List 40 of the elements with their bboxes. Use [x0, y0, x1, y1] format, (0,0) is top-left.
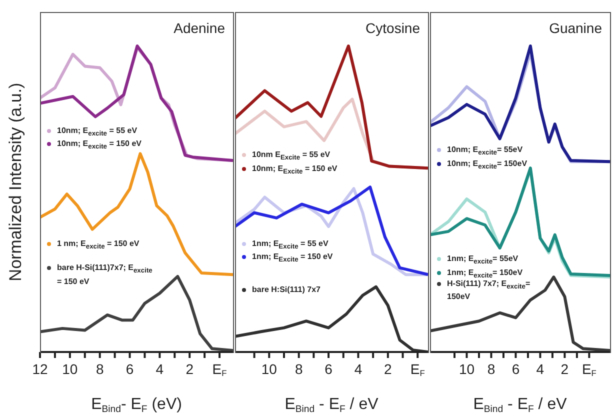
chart-title: Adenine	[174, 20, 225, 36]
x-tick-label: 6	[512, 361, 520, 377]
legend-label: 1nm; E$_{Excite}$ = 55 eV	[252, 238, 328, 250]
legend-label: 10nm; E$_{excite}$= 150eV	[447, 159, 528, 171]
chart-title: Cytosine	[366, 20, 420, 36]
legend-label: 1nm; E$_{excite}$= 55eV	[447, 254, 518, 266]
x-tick-label: 8	[294, 361, 303, 377]
x-tick-label: 2	[186, 361, 194, 377]
text: H-Si(111) 7x7; E$_{excite}$= 150eV	[447, 278, 530, 302]
legend-label: 10nm E$_{Excite}$ = 55 eV	[252, 150, 330, 162]
x-tick-label: 8	[487, 361, 496, 377]
x-tick-label: 2	[384, 361, 392, 377]
x-tick-label: 6	[324, 361, 333, 377]
x-tick-label: 10	[458, 361, 475, 377]
x-tick-label: 12	[32, 361, 48, 377]
x-axis-title: E$_{Bind}$ - E$_{F}$ / eV	[284, 396, 379, 415]
legend-label: 10nm; E$_{excite}$ = 55 eV	[57, 126, 138, 138]
x-tick-label: 4	[354, 361, 362, 377]
x-tick-label: 4	[156, 361, 164, 377]
x-tick-label: 6	[126, 361, 134, 377]
legend-label: 10nm; E$_{excite}$ = 150 eV	[57, 139, 142, 151]
x-tick-label: E$_{F}$	[212, 361, 227, 378]
legend-label: 1 nm; E$_{excite}$ = 150 eV	[57, 238, 140, 250]
legend-label: bare H:Si(111) 7x7	[252, 284, 320, 294]
x-tick-label: 10	[261, 361, 278, 377]
x-tick-label: E$_{F}$	[410, 361, 425, 378]
x-axis-title: E$_{Bind}$- E$_{F}$ (eV)	[91, 396, 182, 415]
y-axis-title: Normalized Intensity (a.u.)	[6, 82, 25, 282]
legend-label: 1nm; E$_{Excite}$ = 150 eV	[252, 252, 333, 264]
legend-label: 1nm; E$_{excite}$= 150eV	[447, 268, 523, 280]
x-tick-label: 4	[536, 361, 544, 377]
legend-label: 10nm; E$_{excite}$= 55eV	[447, 145, 523, 158]
legend-label: 10nm; E$_{Excite}$ = 150 eV	[252, 164, 338, 176]
text: bare H-Si(111)7x7; E$_{excite}$ = 150 eV	[57, 263, 152, 286]
x-axis-title: E$_{Bind}$ - E$_{F}$ / eV	[473, 396, 568, 415]
x-tick-label: 2	[560, 361, 569, 377]
chart-title: Guanine	[549, 20, 602, 36]
x-tick-label: E$_{F}$	[582, 361, 596, 378]
x-tick-label: 8	[96, 361, 104, 377]
x-tick-label: 10	[62, 361, 78, 377]
